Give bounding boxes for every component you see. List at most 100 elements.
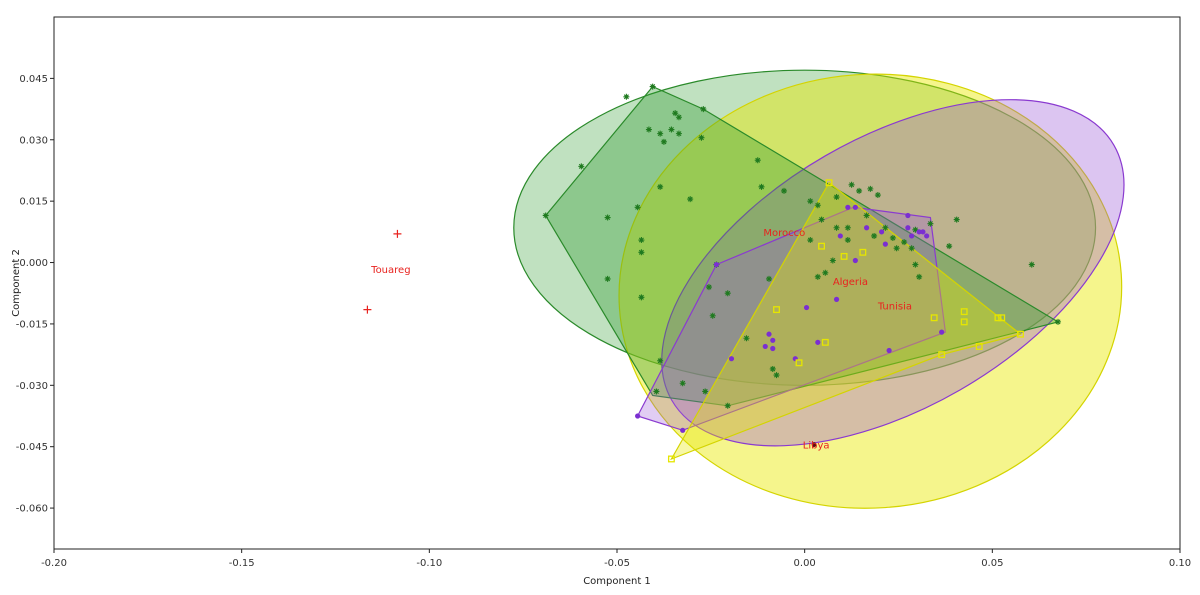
point-morocco [634,204,641,211]
point-tunisia [960,308,968,316]
group-label-tunisia: Tunisia [877,302,912,313]
y-tick-label: 0.000 [19,258,48,269]
point-algeria [852,204,858,210]
point-morocco [814,202,821,209]
point-tunisia [818,242,826,250]
point-algeria [909,233,915,239]
point-morocco [912,226,919,233]
x-tick-label: 0.10 [1169,558,1191,569]
point-tunisia [930,314,938,322]
y-tick-label: 0.045 [19,74,48,85]
point-morocco [679,380,686,387]
point-morocco [822,269,829,276]
point-morocco [908,245,915,252]
point-morocco [946,243,953,250]
point-algeria [920,229,926,235]
point-morocco [687,196,694,203]
point-tunisia [667,455,675,463]
point-morocco [758,183,765,190]
point-tunisia [998,314,1006,322]
point-algeria [905,212,911,219]
point-tunisia [975,342,983,350]
point-morocco [754,157,761,164]
point-morocco [623,93,630,100]
point-morocco [702,388,709,395]
point-morocco [769,365,776,372]
point-algeria [815,339,821,345]
point-morocco [653,388,660,395]
point-algeria [803,304,810,311]
point-tunisia [825,179,833,187]
x-tick-label: -0.15 [229,558,255,569]
point-algeria [852,257,858,264]
point-morocco [953,216,960,223]
point-algeria [939,329,945,335]
point-tunisia [821,338,829,346]
point-morocco [916,273,923,280]
point-morocco [705,284,712,291]
y-axis: 0.045 0.030 0.015 0.000 -0.015 -0.030 -0.045 -0… [16,74,54,515]
point-morocco [657,183,664,190]
point-morocco [833,224,840,231]
point-tunisia [994,314,1002,322]
y-tick-label: 0.030 [19,135,48,146]
point-morocco [724,402,731,409]
point-morocco [638,237,645,244]
hull-tunisia [670,181,1022,461]
point-morocco [542,212,549,219]
point-morocco [863,212,870,219]
y-tick-label: 0.015 [19,197,48,208]
point-morocco [882,224,889,231]
point-morocco [844,237,851,244]
x-tick-label: -0.20 [41,558,67,569]
x-tick-label: -0.05 [604,558,630,569]
point-morocco [672,110,679,117]
point-morocco [1055,318,1062,325]
point-morocco [833,194,840,201]
point-morocco [675,130,682,137]
x-tick-label: 0.05 [981,558,1003,569]
ellipse-tunisia [618,73,1123,509]
point-tunisia [840,252,848,260]
point-morocco [807,237,814,244]
point-algeria [837,233,843,239]
point-morocco [649,83,656,90]
point-tunisia [1017,330,1024,338]
point-algeria [770,345,776,352]
y-tick-label: -0.015 [16,319,48,330]
group-labels: Touareg Morocco Algeria Tunisia Libya [370,228,912,452]
point-morocco [848,181,855,188]
point-algeria [924,233,930,239]
point-algeria [766,331,772,337]
x-axis: -0.20 -0.15 -0.10 -0.05 0.00 0.05 0.10 [41,549,1191,569]
point-morocco [660,138,667,145]
group-label-algeria: Algeria [833,277,868,288]
point-morocco [829,257,836,264]
point-morocco [657,130,664,137]
point-morocco [724,290,731,297]
point-algeria [879,229,885,235]
point-tunisia [938,351,946,359]
point-touareg [363,305,372,314]
group-label-morocco: Morocco [763,228,805,239]
confidence-ellipses [513,69,1125,509]
point-algeria [833,296,840,302]
y-axis-label: Component 2 [11,249,22,317]
point-touareg [393,229,402,238]
point-algeria [762,343,768,350]
point-morocco [1028,261,1035,268]
ellipse-algeria [661,99,1125,447]
point-algeria [680,427,686,433]
point-morocco [871,232,878,239]
point-libya [811,442,817,448]
point-morocco [698,134,705,141]
point-algeria [886,347,892,354]
point-morocco [604,214,611,221]
point-morocco [814,273,821,280]
point-tunisia [795,359,803,367]
point-morocco [912,261,919,268]
y-tick-label: -0.045 [16,442,48,453]
point-algeria [882,241,888,247]
point-tunisia [960,318,968,326]
